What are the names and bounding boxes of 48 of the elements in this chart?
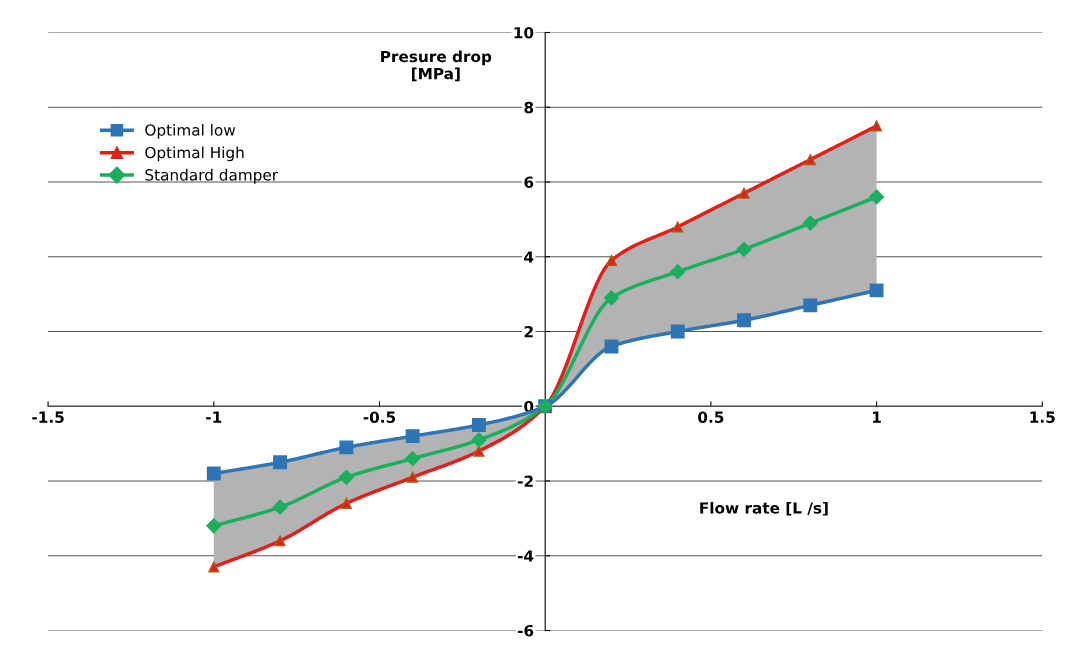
y-axis-title: Presure drop [MPa]: [381, 50, 492, 82]
point: [274, 535, 286, 547]
x-axis-title: Flow rate [L /s]: [700, 501, 828, 516]
point: [670, 264, 686, 280]
point: [272, 499, 288, 515]
legend-label: Optimal High: [145, 146, 244, 162]
y-tick-label: 4: [524, 251, 534, 263]
x-tick-label: -1: [206, 411, 222, 423]
y-tick-label: -4: [517, 550, 534, 562]
x-tick-label: -1.5: [32, 411, 64, 423]
x-tick-label: -0.5: [363, 411, 396, 423]
point: [206, 466, 221, 481]
point: [206, 518, 222, 534]
y-tick-label: -6: [517, 624, 534, 637]
point: [869, 283, 884, 298]
point: [405, 429, 420, 444]
point: [340, 497, 352, 509]
y-tick-label: 10: [514, 26, 534, 39]
legend-label: Standard damper: [145, 168, 279, 184]
y-tick-label: 8: [524, 101, 534, 114]
point: [605, 254, 618, 267]
point: [338, 469, 354, 485]
x-tick-label: 0.5: [698, 411, 724, 423]
x-tick-label: 1.5: [1030, 411, 1055, 423]
point: [737, 313, 751, 328]
y-tick-label: 6: [524, 176, 534, 189]
x-tick-label: 1: [872, 411, 881, 423]
point: [405, 451, 421, 467]
point: [471, 432, 487, 448]
y-tick-label: -2: [517, 475, 533, 487]
point: [802, 215, 818, 231]
point: [208, 561, 220, 573]
point: [736, 241, 752, 257]
point: [670, 324, 685, 339]
legend-label: Optimal low: [145, 123, 236, 139]
point: [407, 471, 419, 483]
point: [804, 154, 816, 166]
point: [471, 417, 486, 432]
point: [273, 455, 288, 470]
point: [603, 290, 620, 306]
point: [871, 120, 883, 132]
point: [672, 221, 684, 233]
point: [869, 189, 885, 205]
point: [803, 298, 818, 313]
y-tick-label: 2: [524, 325, 533, 338]
point: [339, 440, 354, 455]
point: [738, 187, 750, 199]
point: [473, 445, 485, 457]
